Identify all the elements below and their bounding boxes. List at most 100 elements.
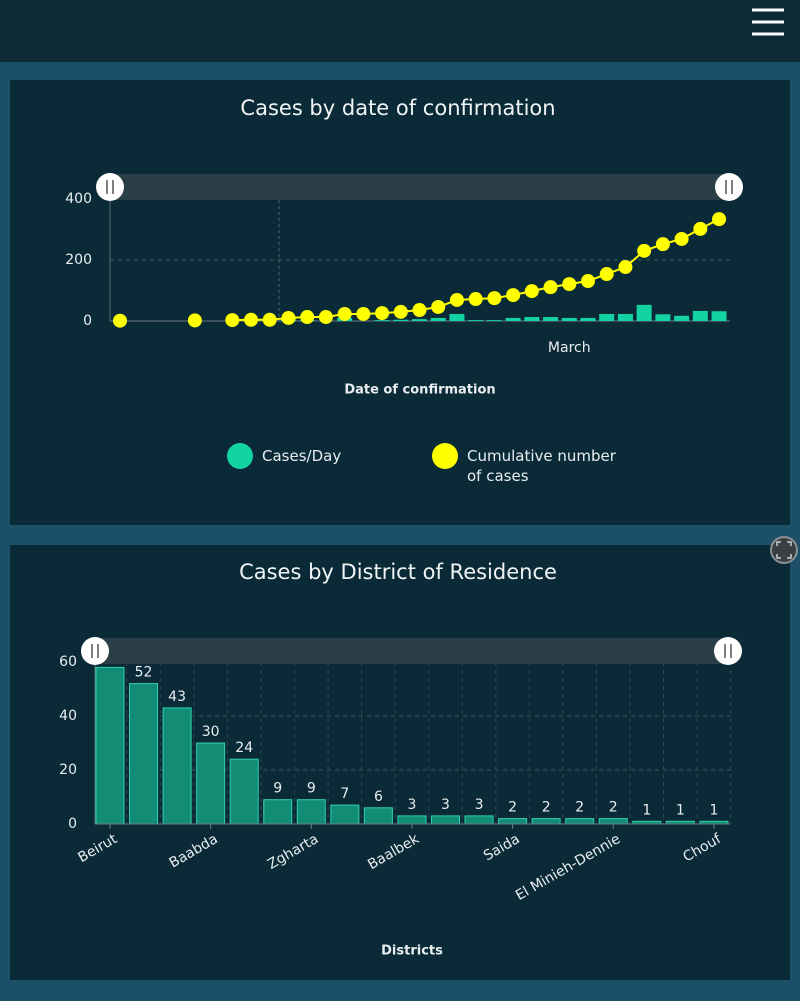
bar (617, 313, 633, 321)
bar (162, 707, 192, 825)
bar (431, 815, 460, 825)
data-label: 2 (609, 800, 618, 816)
y-tick-label: 0 (83, 313, 92, 329)
bar (636, 304, 652, 321)
data-label: 24 (235, 740, 253, 756)
slider-handle[interactable] (715, 173, 743, 201)
slider-handle[interactable] (81, 637, 109, 665)
data-label: 6 (374, 789, 383, 805)
menu-icon[interactable] (752, 8, 784, 36)
point (693, 221, 708, 236)
legend-label: Cumulative number of cases (467, 447, 616, 485)
handle-grip (106, 180, 114, 194)
y-tick-label: 400 (65, 191, 92, 207)
x-axis-title: Districts (381, 944, 443, 959)
bar (531, 818, 561, 825)
bar (561, 317, 577, 321)
chart-title: Cases by District of Residence (239, 560, 557, 584)
y-tick-label: 40 (59, 708, 77, 724)
bar (599, 313, 615, 321)
point (637, 243, 652, 258)
point (674, 231, 689, 246)
data-label: 1 (709, 802, 718, 818)
point (543, 280, 558, 295)
point (449, 292, 464, 307)
bar (674, 315, 690, 321)
point (468, 292, 483, 307)
handle-circle (715, 173, 743, 201)
point (113, 313, 127, 328)
point (506, 288, 521, 303)
data-label: 2 (542, 800, 551, 816)
point (524, 284, 539, 299)
bar (468, 320, 484, 321)
point (655, 237, 670, 252)
point (581, 274, 595, 289)
bar (598, 818, 628, 825)
bar (464, 815, 494, 825)
y-tick-label: 20 (59, 762, 77, 778)
bar (296, 799, 326, 825)
bar (412, 319, 428, 321)
point (412, 303, 427, 318)
top-bar (0, 0, 800, 62)
handle-grip (724, 644, 732, 658)
range-slider (110, 174, 729, 200)
legend-label: Cases/Day (262, 447, 342, 465)
panel (10, 80, 790, 525)
data-label: 3 (475, 797, 484, 813)
data-label: 52 (135, 665, 153, 681)
range-slider (95, 638, 728, 664)
point (618, 260, 633, 275)
point (225, 313, 240, 328)
bar (430, 317, 446, 321)
point (599, 267, 614, 282)
x-axis-title: Date of confirmation (344, 383, 495, 398)
bar (263, 799, 293, 825)
slider-handle[interactable] (96, 173, 124, 201)
bar (655, 314, 671, 321)
y-tick-label: 60 (59, 654, 77, 670)
legend-swatch (227, 443, 253, 469)
expand-icon[interactable] (770, 536, 798, 564)
legend-swatch (432, 443, 458, 469)
data-label: 2 (508, 800, 517, 816)
data-label: 3 (441, 797, 450, 813)
point (712, 212, 727, 227)
slider-handle[interactable] (714, 637, 742, 665)
bar (196, 742, 226, 825)
bar (565, 818, 595, 825)
data-label: 43 (168, 689, 186, 705)
data-label: 7 (340, 786, 349, 802)
bar (505, 317, 521, 321)
point (487, 291, 502, 306)
bar (330, 804, 360, 825)
point (562, 277, 577, 292)
y-tick-label: 0 (68, 816, 77, 832)
point (281, 310, 296, 325)
panel (10, 545, 790, 980)
data-label: 3 (407, 797, 416, 813)
bar (711, 311, 727, 321)
bar (692, 310, 708, 321)
y-tick-label: 200 (65, 252, 92, 268)
data-label: 9 (307, 781, 316, 797)
handle-circle (714, 637, 742, 665)
data-label: 9 (273, 781, 282, 797)
bar (486, 320, 502, 321)
data-label: 1 (676, 802, 685, 818)
point (300, 310, 315, 325)
handle-grip (91, 644, 99, 658)
point (244, 312, 259, 327)
point (337, 306, 352, 321)
data-label: 2 (575, 800, 584, 816)
handle-circle (96, 173, 124, 201)
bar (229, 758, 259, 825)
point (262, 312, 277, 327)
bar (374, 320, 390, 321)
point (356, 306, 371, 321)
point (431, 299, 446, 314)
bar (498, 818, 528, 825)
